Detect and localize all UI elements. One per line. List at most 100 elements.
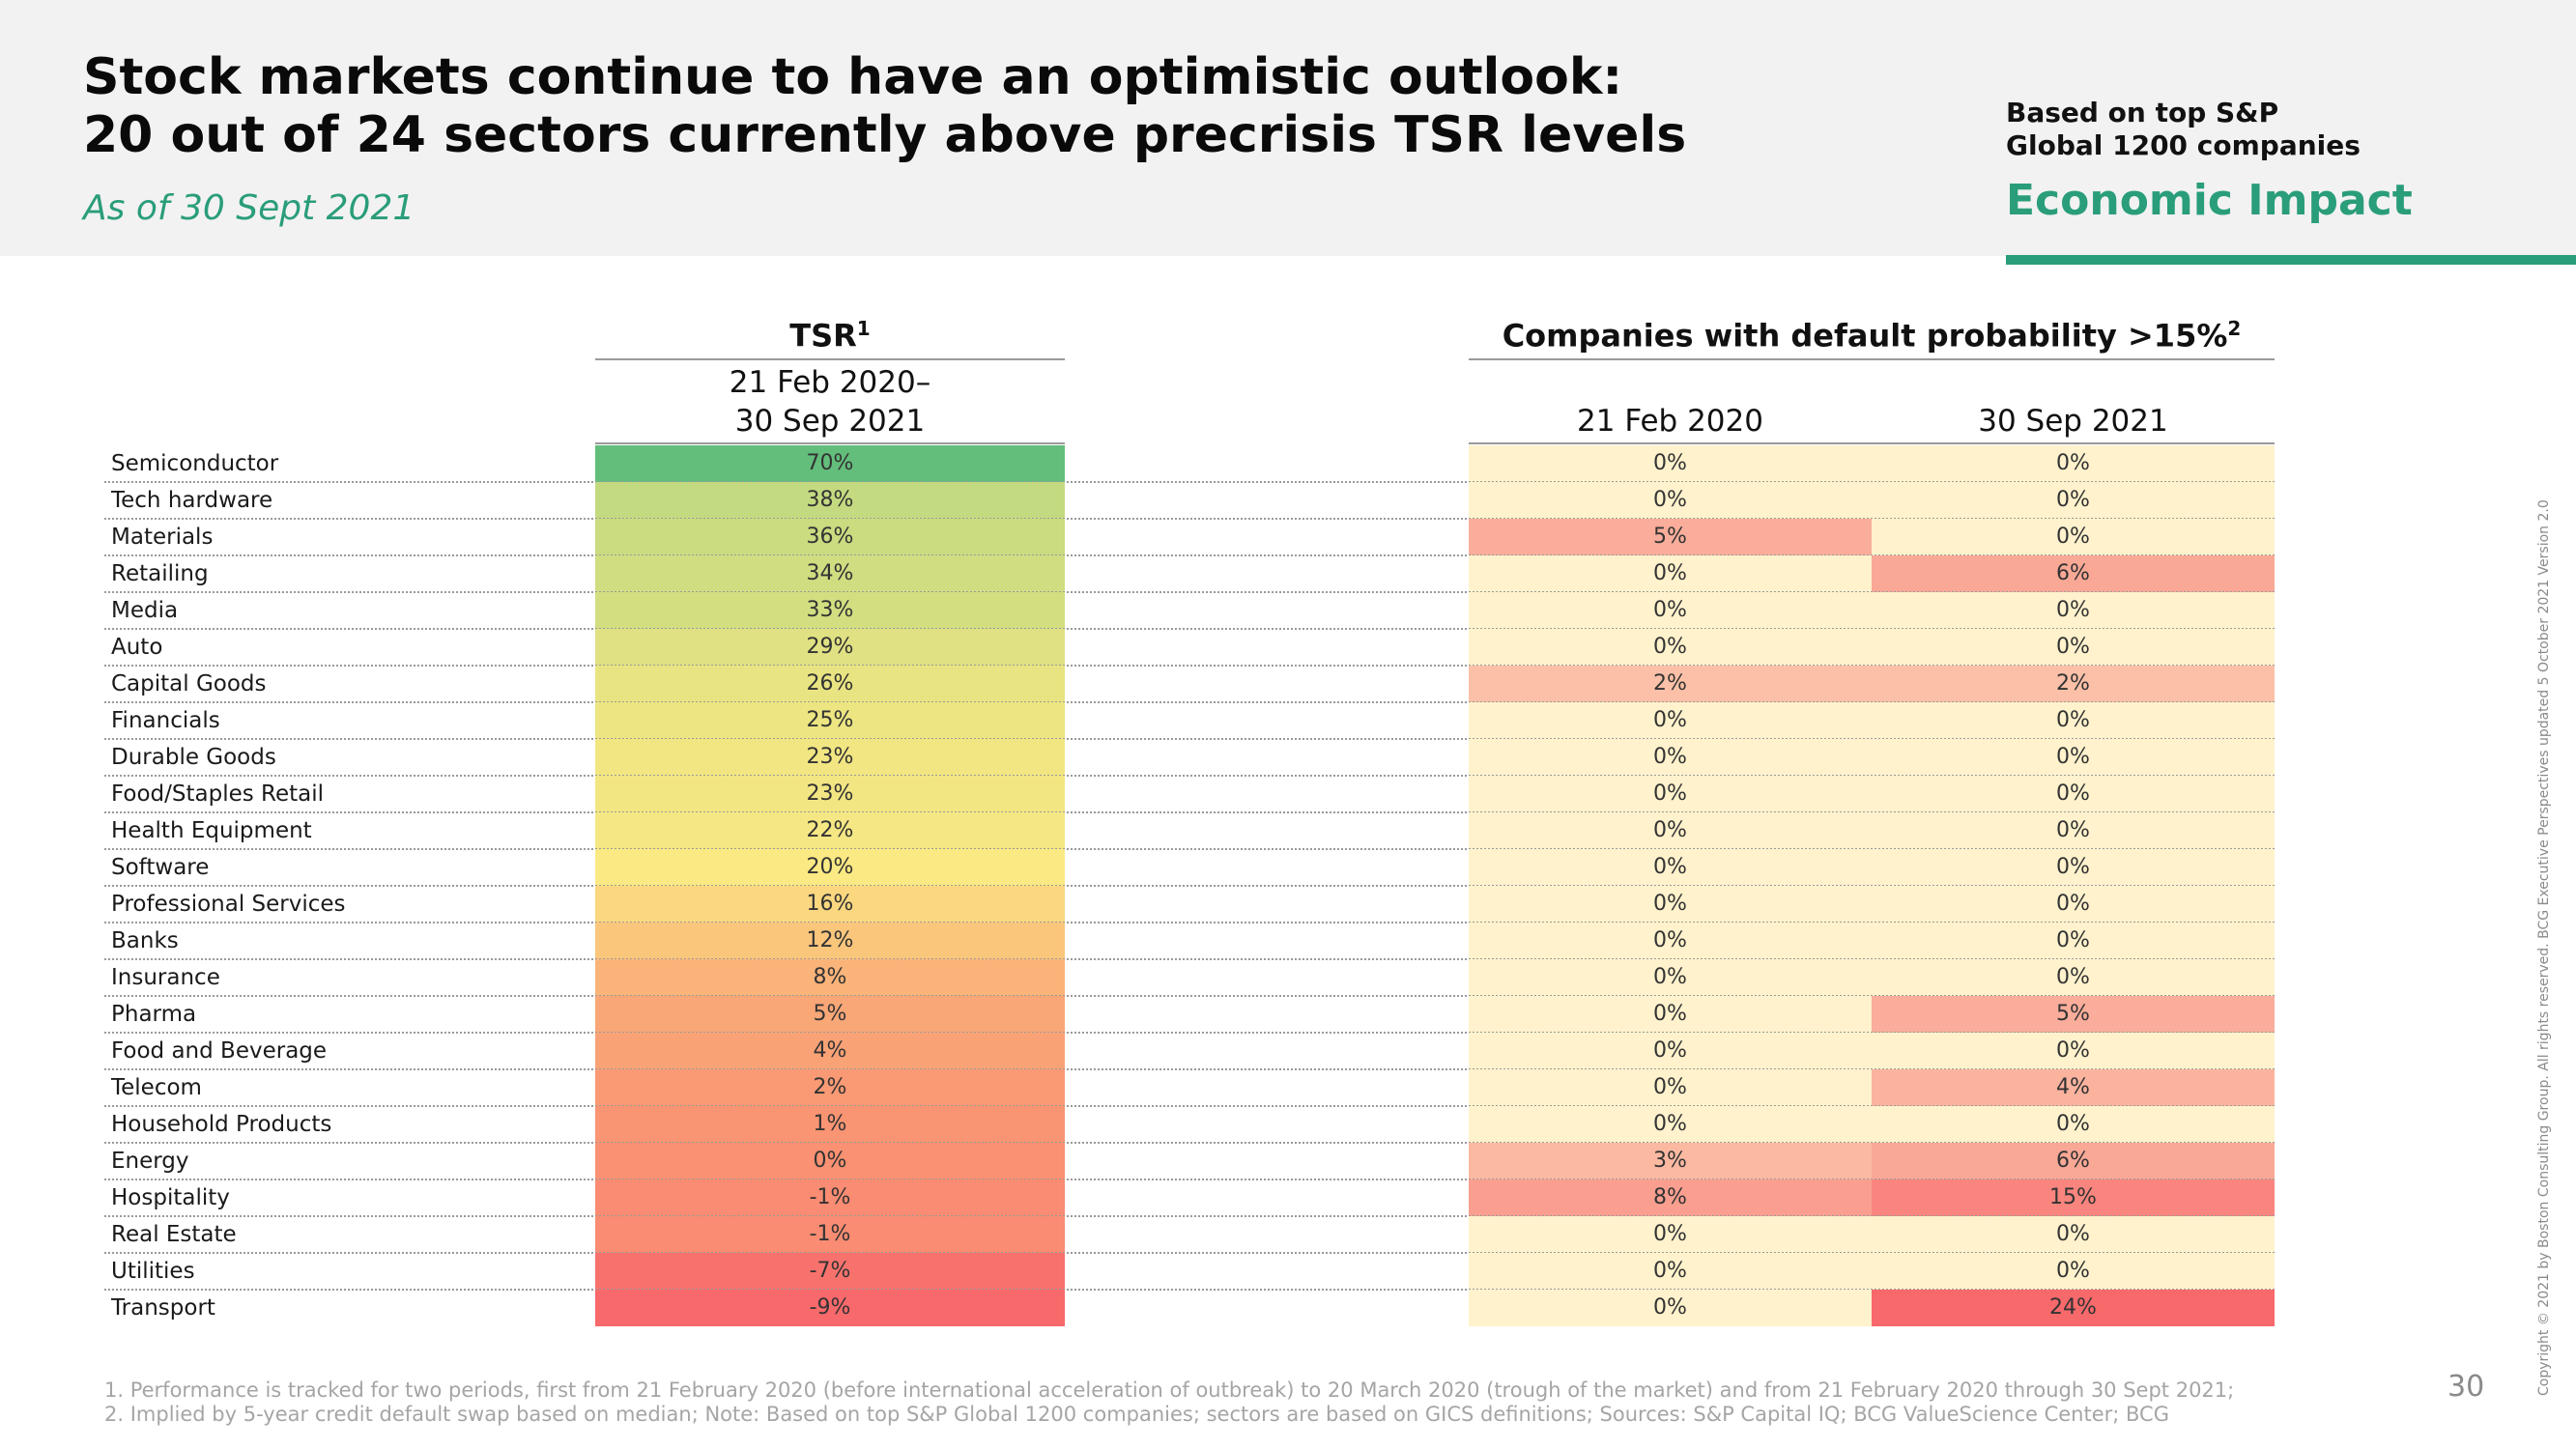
sector-label: Media bbox=[111, 598, 179, 623]
sector-label: Materials bbox=[111, 525, 214, 550]
tsr-period-rule bbox=[595, 442, 1065, 444]
as-of-date: As of 30 Sept 2021 bbox=[83, 188, 415, 228]
default-feb2020-cell: 5% bbox=[1469, 519, 1872, 555]
tsr-cell: -9% bbox=[595, 1290, 1065, 1326]
tsr-cell: -1% bbox=[595, 1179, 1065, 1216]
page-title-line-2: 20 out of 24 sectors currently above pre… bbox=[83, 106, 1687, 164]
sector-label: Capital Goods bbox=[111, 671, 267, 696]
tsr-cell: 2% bbox=[595, 1069, 1065, 1106]
default-feb2020-cell: 0% bbox=[1469, 886, 1872, 923]
default-sep2021-cell: 0% bbox=[1872, 1253, 2275, 1290]
default-sep2021-cell: 5% bbox=[1872, 996, 2275, 1033]
tsr-footnote-marker: 1 bbox=[856, 317, 871, 340]
page-title-line-1: Stock markets continue to have an optimi… bbox=[83, 48, 1623, 106]
default-sep2021-cell: 15% bbox=[1872, 1179, 2275, 1216]
sector-label: Tech hardware bbox=[111, 488, 273, 513]
default-sep2021-cell: 0% bbox=[1872, 849, 2275, 886]
default-header-rule bbox=[1469, 358, 2275, 360]
default-col-feb2020: 21 Feb 2020 bbox=[1577, 404, 1763, 439]
page-number: 30 bbox=[2447, 1370, 2485, 1404]
footnote-2: 2. Implied by 5-year credit default swap… bbox=[104, 1403, 2169, 1426]
default-sep2021-cell: 0% bbox=[1872, 629, 2275, 666]
sector-label: Insurance bbox=[111, 965, 220, 990]
row-separator bbox=[104, 1252, 2275, 1254]
default-feb2020-cell: 0% bbox=[1469, 1106, 1872, 1143]
default-header: Companies with default probability >15%2 bbox=[1469, 317, 2275, 355]
sector-label: Transport bbox=[111, 1295, 215, 1321]
default-sep2021-cell: 0% bbox=[1872, 959, 2275, 996]
default-sep2021-cell: 0% bbox=[1872, 1216, 2275, 1253]
default-sep2021-cell: 0% bbox=[1872, 482, 2275, 519]
sector-label: Real Estate bbox=[111, 1222, 237, 1247]
tsr-cell: 23% bbox=[595, 776, 1065, 812]
default-feb2020-cell: 0% bbox=[1469, 445, 1872, 482]
sector-label: Hospitality bbox=[111, 1185, 230, 1210]
row-separator bbox=[104, 1215, 2275, 1217]
sector-label: Utilities bbox=[111, 1259, 195, 1284]
tsr-cell: -1% bbox=[595, 1216, 1065, 1253]
default-feb2020-cell: 0% bbox=[1469, 959, 1872, 996]
default-sep2021-cell: 0% bbox=[1872, 739, 2275, 776]
sector-label: Durable Goods bbox=[111, 745, 276, 770]
row-separator bbox=[104, 848, 2275, 850]
default-feb2020-cell: 0% bbox=[1469, 592, 1872, 629]
default-feb2020-cell: 0% bbox=[1469, 1069, 1872, 1106]
row-separator bbox=[104, 995, 2275, 997]
default-feb2020-cell: 0% bbox=[1469, 776, 1872, 812]
tsr-cell: 38% bbox=[595, 482, 1065, 519]
default-sep2021-cell: 0% bbox=[1872, 592, 2275, 629]
sector-label: Retailing bbox=[111, 561, 209, 586]
sector-label: Food/Staples Retail bbox=[111, 781, 325, 807]
tsr-cell: 0% bbox=[595, 1143, 1065, 1179]
copyright-notice: Copyright © 2021 by Boston Consulting Gr… bbox=[2536, 499, 2552, 1396]
tsr-cell: 5% bbox=[595, 996, 1065, 1033]
default-feb2020-cell: 0% bbox=[1469, 739, 1872, 776]
row-separator bbox=[104, 958, 2275, 960]
row-separator bbox=[104, 1105, 2275, 1107]
default-sep2021-cell: 0% bbox=[1872, 812, 2275, 849]
default-sep2021-cell: 0% bbox=[1872, 519, 2275, 555]
default-feb2020-cell: 3% bbox=[1469, 1143, 1872, 1179]
row-separator bbox=[104, 775, 2275, 777]
tsr-cell: 26% bbox=[595, 666, 1065, 702]
default-col-sep2021: 30 Sep 2021 bbox=[1978, 404, 2168, 439]
default-feb2020-cell: 0% bbox=[1469, 1253, 1872, 1290]
default-feb2020-cell: 0% bbox=[1469, 702, 1872, 739]
section-label: Economic Impact bbox=[2006, 176, 2413, 225]
sector-label: Household Products bbox=[111, 1112, 332, 1137]
default-sep2021-cell: 0% bbox=[1872, 1033, 2275, 1069]
sector-label: Food and Beverage bbox=[111, 1038, 328, 1064]
sector-label: Auto bbox=[111, 635, 163, 660]
tsr-header-rule bbox=[595, 358, 1065, 360]
row-separator bbox=[104, 811, 2275, 813]
footnote-1: 1. Performance is tracked for two period… bbox=[104, 1378, 2235, 1402]
tsr-cell: 36% bbox=[595, 519, 1065, 555]
row-separator bbox=[104, 1142, 2275, 1144]
section-accent-bar bbox=[2006, 255, 2576, 265]
default-feb2020-cell: 0% bbox=[1469, 812, 1872, 849]
default-feb2020-cell: 0% bbox=[1469, 482, 1872, 519]
default-col-rule bbox=[1469, 442, 2275, 444]
default-feb2020-cell: 0% bbox=[1469, 1033, 1872, 1069]
row-separator bbox=[104, 628, 2275, 630]
default-sep2021-cell: 0% bbox=[1872, 923, 2275, 959]
tsr-header-text: TSR bbox=[789, 317, 857, 355]
row-separator bbox=[104, 1289, 2275, 1291]
default-sep2021-cell: 6% bbox=[1872, 1143, 2275, 1179]
default-sep2021-cell: 24% bbox=[1872, 1290, 2275, 1326]
tsr-cell: -7% bbox=[595, 1253, 1065, 1290]
default-sep2021-cell: 0% bbox=[1872, 445, 2275, 482]
row-separator bbox=[104, 701, 2275, 703]
default-sep2021-cell: 4% bbox=[1872, 1069, 2275, 1106]
tsr-cell: 70% bbox=[595, 445, 1065, 482]
default-feb2020-cell: 2% bbox=[1469, 666, 1872, 702]
row-separator bbox=[104, 885, 2275, 887]
default-feb2020-cell: 0% bbox=[1469, 1290, 1872, 1326]
sector-label: Semiconductor bbox=[111, 451, 279, 476]
row-separator bbox=[104, 1068, 2275, 1070]
tsr-cell: 1% bbox=[595, 1106, 1065, 1143]
default-feb2020-cell: 0% bbox=[1469, 629, 1872, 666]
header-band: Stock markets continue to have an optimi… bbox=[0, 0, 2576, 256]
sector-label: Health Equipment bbox=[111, 818, 312, 843]
tsr-cell: 34% bbox=[595, 555, 1065, 592]
